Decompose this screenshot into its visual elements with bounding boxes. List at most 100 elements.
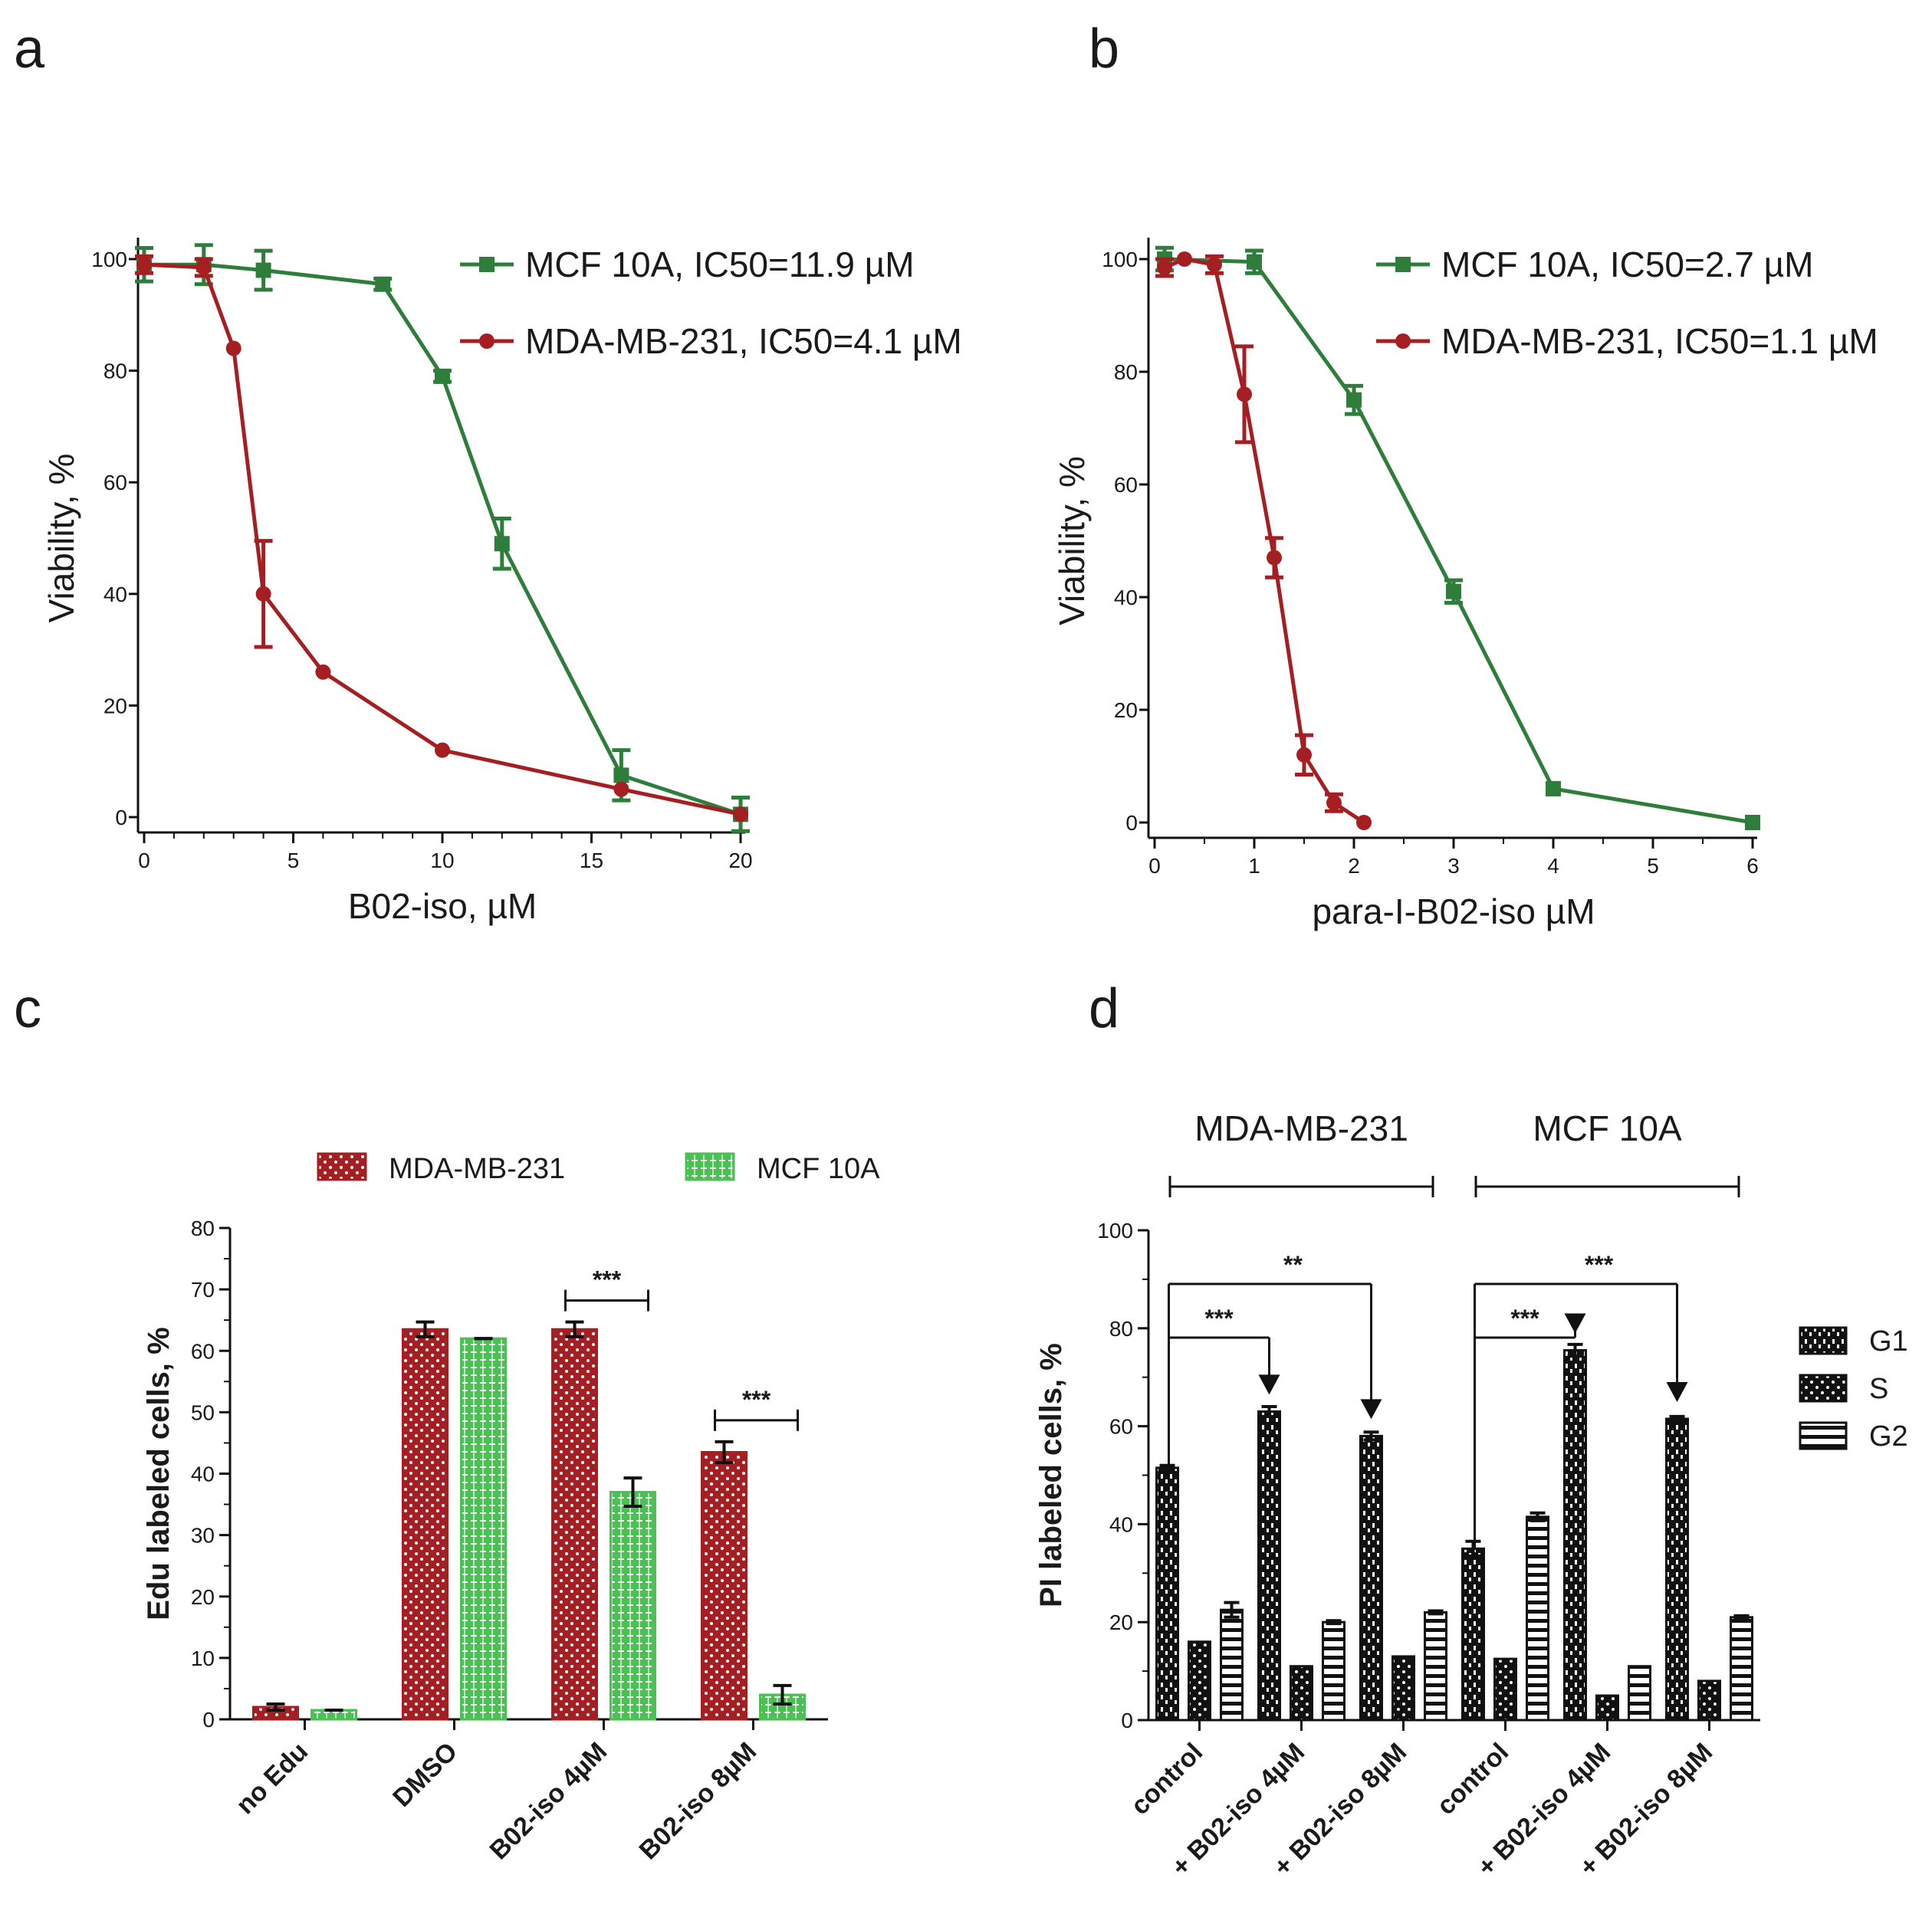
series-mda-mb-231-point bbox=[1267, 550, 1282, 566]
y-tick-label: 40 bbox=[1114, 586, 1138, 609]
series-mcf-10a-legend-label: MCF 10A, IC50=2.7 µM bbox=[1441, 245, 1813, 284]
x-tick-label: 2 bbox=[1348, 854, 1360, 878]
series-mda-mb-231-point bbox=[1356, 815, 1372, 830]
bar-g1-4 bbox=[1563, 1349, 1587, 1722]
bar-mcf-10a-dmso bbox=[460, 1337, 507, 1721]
y-tick-label: 0 bbox=[202, 1708, 215, 1732]
legend-label-g1: G1 bbox=[1869, 1325, 1908, 1358]
y-tick-label: 20 bbox=[104, 694, 127, 717]
x-tick-label: 10 bbox=[430, 849, 454, 872]
legend-label-s: S bbox=[1869, 1373, 1888, 1405]
y-axis-title: Edu labeled cells, % bbox=[142, 1327, 176, 1620]
x-tick-label: 4 bbox=[1547, 854, 1559, 878]
panel-label-b: b bbox=[1089, 18, 1119, 80]
series-mcf-10a-legend-marker bbox=[1395, 257, 1411, 272]
series-mcf-10a-point bbox=[1247, 254, 1262, 270]
category-label-control: control bbox=[1125, 1738, 1208, 1821]
panel-label-c: c bbox=[14, 978, 41, 1039]
series-mda-mb-231-point bbox=[435, 742, 450, 758]
bar-mda-mb-231-b02-iso-8-m bbox=[701, 1450, 748, 1721]
y-tick-label: 70 bbox=[191, 1278, 215, 1302]
bar-g2-2 bbox=[1424, 1610, 1447, 1722]
series-mda-mb-231-line bbox=[1164, 257, 1365, 825]
y-tick-label: 40 bbox=[1109, 1512, 1133, 1536]
series-mda-mb-231-point bbox=[255, 586, 271, 602]
x-tick-label: 0 bbox=[1148, 854, 1161, 878]
significance-arrow-head bbox=[1360, 1399, 1382, 1420]
significance-arrow-head bbox=[1666, 1382, 1688, 1403]
y-tick-label: 10 bbox=[191, 1647, 215, 1670]
x-axis-title: para-I-B02-iso µM bbox=[1312, 891, 1595, 931]
legend-label-mda-mb-231: MDA-MB-231 bbox=[389, 1153, 565, 1185]
significance-label: *** bbox=[593, 1266, 622, 1294]
legend-swatch-g1 bbox=[1799, 1326, 1848, 1355]
y-tick-label: 40 bbox=[191, 1463, 215, 1486]
series-mcf-10a-point bbox=[435, 368, 450, 384]
series-mda-mb-231-point bbox=[1207, 257, 1222, 273]
series-mda-mb-231-point bbox=[1296, 747, 1312, 763]
series-mcf-10a-line bbox=[1164, 257, 1753, 825]
series-mda-mb-231-point bbox=[1157, 260, 1172, 276]
y-axis-title: PI labeled cells, % bbox=[1034, 1343, 1068, 1607]
bar-g1-5 bbox=[1665, 1417, 1689, 1722]
bar-g2-1 bbox=[1322, 1620, 1346, 1722]
bar-s-2 bbox=[1392, 1655, 1415, 1722]
x-tick-label: 6 bbox=[1746, 854, 1759, 878]
y-tick-label: 80 bbox=[104, 360, 127, 383]
category-label-b02-iso-4-m: B02-iso 4µM bbox=[485, 1737, 613, 1866]
significance-label: *** bbox=[1585, 1251, 1614, 1279]
y-tick-label: 80 bbox=[191, 1216, 215, 1240]
category-label-b02-iso-8-m: B02-iso 8µM bbox=[634, 1737, 763, 1866]
significance-label: ** bbox=[1283, 1251, 1303, 1279]
bar-g1-2 bbox=[1359, 1434, 1383, 1722]
x-tick-label: 5 bbox=[1647, 854, 1659, 878]
y-tick-label: 80 bbox=[1109, 1317, 1133, 1341]
series-mcf-10a-point bbox=[613, 767, 629, 783]
x-axis-title: B02-iso, µM bbox=[348, 886, 537, 926]
y-tick-label: 20 bbox=[191, 1585, 215, 1609]
legend-label-g2: G2 bbox=[1869, 1420, 1908, 1453]
bar-s-3 bbox=[1493, 1657, 1517, 1722]
series-mda-mb-231-legend-marker bbox=[479, 333, 495, 349]
series-mda-mb-231-point bbox=[1177, 251, 1192, 267]
series-mda-mb-231-legend-marker bbox=[1395, 333, 1411, 349]
series-mda-mb-231-point bbox=[225, 340, 242, 356]
y-tick-label: 60 bbox=[191, 1339, 215, 1363]
series-mcf-10a-point bbox=[494, 536, 510, 552]
series-mcf-10a-point bbox=[375, 276, 391, 292]
legend-swatch-mda-mb-231 bbox=[317, 1152, 367, 1181]
series-mda-mb-231-point bbox=[613, 781, 629, 797]
series-mcf-10a-point bbox=[1745, 815, 1760, 830]
y-tick-label: 30 bbox=[191, 1524, 215, 1548]
bar-mcf-10a-b02-iso-4-m bbox=[610, 1491, 656, 1721]
y-tick-label: 100 bbox=[1097, 1219, 1133, 1243]
y-tick-label: 0 bbox=[1121, 1709, 1133, 1732]
series-mcf-10a-legend-marker bbox=[479, 257, 495, 272]
panel-a-viability-chart: 0 20 40 60 80 100 0 5 10 15 20 B02-iso, µM Viability… bbox=[41, 238, 962, 926]
panel-c-edu-bar-chart: 0 10 20 30 40 50 60 70 80 Edu labeled cells, % no … bbox=[142, 1152, 880, 1866]
y-tick-label: 60 bbox=[1109, 1415, 1133, 1439]
significance-label: *** bbox=[742, 1386, 771, 1413]
bar-mda-mb-231-dmso bbox=[402, 1328, 449, 1721]
series-mda-mb-231-legend-label: MDA-MB-231, IC50=4.1 µM bbox=[525, 321, 962, 361]
series-mda-mb-231-point bbox=[1326, 795, 1342, 811]
series-mcf-10a-point bbox=[255, 262, 271, 278]
group-label-mcf-10a: MCF 10A bbox=[1533, 1108, 1682, 1148]
series-mda-mb-231-legend-label: MDA-MB-231, IC50=1.1 µM bbox=[1441, 321, 1878, 361]
series-mda-mb-231-point bbox=[315, 664, 331, 680]
group-label-mda-mb-231: MDA-MB-231 bbox=[1194, 1108, 1408, 1148]
x-tick-label: 5 bbox=[288, 849, 300, 872]
x-tick-label: 3 bbox=[1447, 854, 1460, 878]
panel-label-a: a bbox=[14, 18, 45, 80]
bar-g2-3 bbox=[1526, 1515, 1549, 1722]
significance-arrow-head bbox=[1258, 1374, 1280, 1395]
bar-g2-5 bbox=[1730, 1616, 1753, 1722]
y-tick-label: 0 bbox=[1125, 811, 1138, 835]
y-tick-label: 60 bbox=[1114, 473, 1138, 497]
legend-swatch-mcf-10a bbox=[685, 1152, 735, 1181]
y-axis-title: Viability, % bbox=[1052, 456, 1092, 625]
x-tick-label: 1 bbox=[1248, 854, 1260, 878]
y-tick-label: 20 bbox=[1114, 698, 1138, 722]
y-tick-label: 100 bbox=[91, 248, 127, 271]
